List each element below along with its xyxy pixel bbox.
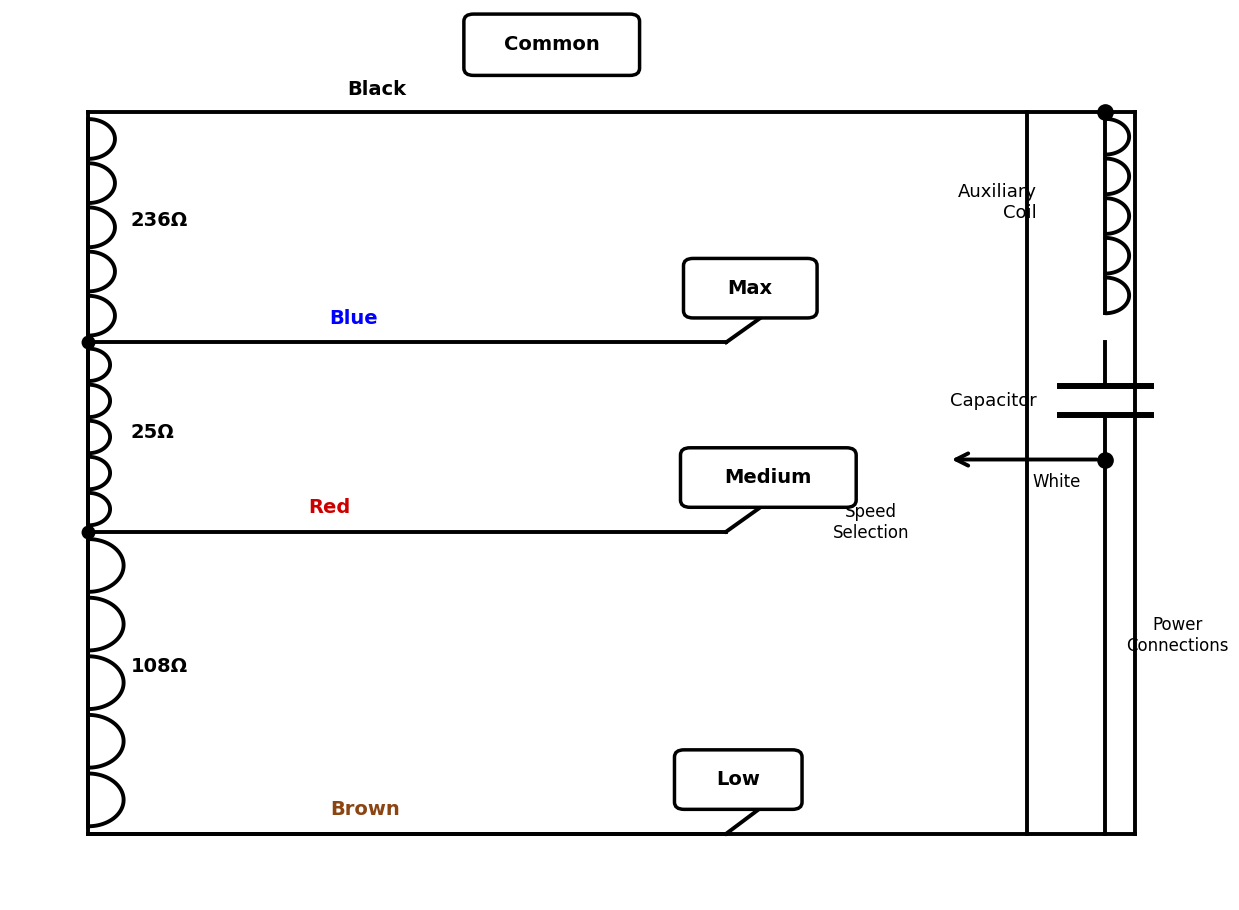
FancyBboxPatch shape <box>674 750 802 809</box>
Text: Low: Low <box>716 770 761 789</box>
Text: Common: Common <box>504 35 600 55</box>
Text: Red: Red <box>309 498 351 517</box>
Text: Auxiliary
Coil: Auxiliary Coil <box>958 183 1037 222</box>
Text: Black: Black <box>348 80 406 99</box>
Text: Medium: Medium <box>725 468 812 487</box>
Text: Brown: Brown <box>331 800 400 819</box>
Text: Blue: Blue <box>328 308 378 328</box>
Text: White: White <box>1033 473 1082 491</box>
FancyBboxPatch shape <box>463 14 639 76</box>
Text: Capacitor: Capacitor <box>950 392 1037 410</box>
Text: 25Ω: 25Ω <box>130 423 175 442</box>
Text: 236Ω: 236Ω <box>130 211 188 230</box>
Text: Speed
Selection: Speed Selection <box>833 503 909 542</box>
Text: Power
Connections: Power Connections <box>1126 616 1229 654</box>
FancyBboxPatch shape <box>680 448 856 507</box>
Text: Max: Max <box>727 278 773 298</box>
Text: 108Ω: 108Ω <box>130 657 187 676</box>
FancyBboxPatch shape <box>684 258 817 318</box>
